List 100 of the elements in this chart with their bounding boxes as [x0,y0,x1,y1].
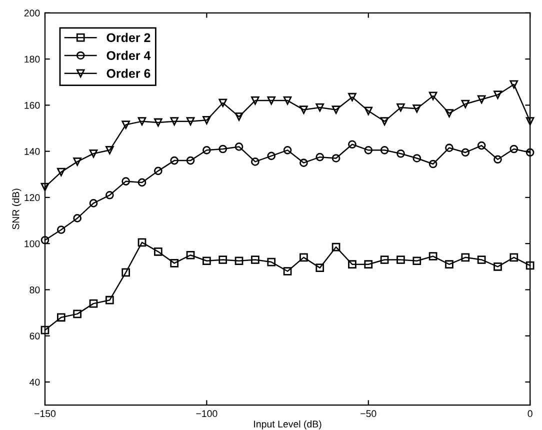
point [106,296,114,304]
point [316,103,324,112]
y-tick-label: 180 [24,56,40,63]
point [122,120,130,129]
point [364,146,373,154]
point [73,214,82,222]
point [234,256,244,266]
point [170,259,179,268]
point [234,142,244,151]
point [428,92,438,100]
point [494,155,502,164]
point [202,116,211,124]
point [348,260,356,269]
point [154,247,162,256]
x-tick-label: −50 [360,410,376,418]
point [300,253,308,262]
point [316,152,324,162]
point [412,256,422,266]
point [380,146,389,154]
legend-label: Order 6 [106,68,150,78]
point [89,299,98,308]
point [283,96,292,105]
point [300,158,308,168]
point [396,149,405,158]
point [396,256,405,264]
point [332,242,340,252]
y-tick-label: 40 [30,378,40,386]
point [154,118,162,127]
point [202,146,211,154]
point [267,96,276,105]
point [56,313,66,322]
point [267,152,276,160]
point [186,117,195,126]
point [364,260,373,269]
point [348,140,356,149]
point [186,156,195,165]
point [477,256,486,264]
point [477,141,486,150]
legend-label: Order 2 [106,32,150,42]
point [218,256,228,264]
point [283,267,292,276]
point [234,112,244,121]
point [332,154,340,162]
point [348,92,356,102]
point [267,258,276,266]
y-tick-label: 80 [30,286,40,294]
y-tick-label: 200 [24,10,40,17]
y-tick-label: 60 [30,332,40,340]
point [526,117,534,126]
x-axis-title: Input Level (dB) [254,420,322,430]
y-tick-label: 140 [24,148,40,155]
point [428,252,438,260]
point [380,256,389,264]
point [380,117,389,126]
point [106,190,114,200]
point [477,95,486,104]
point [170,156,179,165]
point [40,182,50,192]
y-tick-label: 120 [24,194,40,202]
point [122,268,130,277]
point [461,100,470,108]
point [40,236,50,244]
point [56,168,66,176]
point [202,256,211,266]
point [428,160,438,168]
y-axis-title: SNR (dB) [12,188,22,230]
point [138,178,146,187]
x-tick-label: 0 [528,410,532,418]
point [138,238,146,247]
point [89,149,98,158]
point [316,264,324,272]
y-tick-label: 160 [24,102,40,109]
point [494,90,502,99]
point [40,326,50,334]
point [73,310,82,318]
x-tick-label: −150 [34,410,56,418]
point [251,256,260,264]
point [445,260,454,269]
point [461,148,470,157]
point [300,106,308,114]
point [56,226,66,234]
point [332,106,340,114]
point [251,96,260,105]
point [218,144,228,154]
point [218,98,228,108]
point [412,154,422,162]
point [154,166,162,176]
y-tick-label: 100 [24,240,40,248]
x-tick-label: −100 [196,410,218,418]
point [364,106,373,116]
point [89,199,98,208]
point [461,253,470,262]
point [510,144,518,154]
point [445,144,454,152]
legend-label: Order 4 [106,50,151,60]
point [186,250,195,260]
point [170,117,179,126]
point [412,104,422,113]
point [494,262,502,271]
point [526,261,534,270]
